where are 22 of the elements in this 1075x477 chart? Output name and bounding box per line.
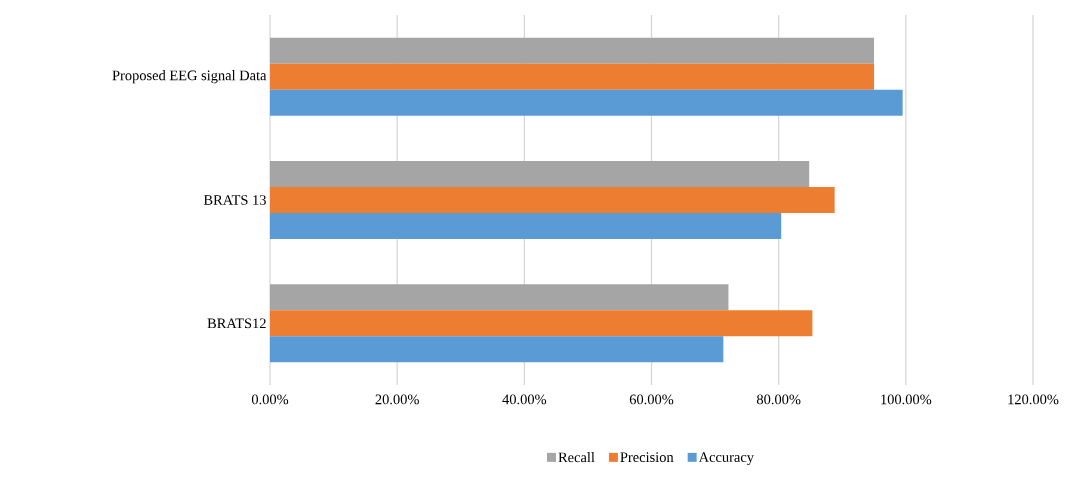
bar	[270, 187, 835, 213]
x-tick-label: 80.00%	[756, 394, 801, 405]
y-tick-label: BRATS12	[207, 318, 266, 329]
bar	[270, 284, 729, 311]
bar	[270, 37, 875, 64]
x-tick-label: 120.00%	[1008, 394, 1059, 405]
x-tick-label: 20.00%	[375, 394, 419, 405]
bar	[270, 63, 875, 90]
legend-label: Precision	[620, 452, 674, 463]
bar	[270, 213, 782, 240]
bar	[270, 336, 724, 363]
bar	[270, 89, 903, 116]
legend-label: Accuracy	[698, 452, 754, 465]
y-tick-label: Proposed EEG signal Data	[112, 70, 267, 84]
legend-label: Recall	[558, 452, 595, 463]
y-tick-label: BRATS 13	[203, 195, 266, 205]
x-tick-label: 40.00%	[502, 394, 547, 405]
x-tick-label: 60.00%	[629, 394, 674, 405]
x-tick-label: 100.00%	[881, 394, 932, 405]
bar	[270, 161, 810, 187]
x-tick-label: 0.00%	[251, 394, 289, 405]
bar	[270, 310, 813, 337]
